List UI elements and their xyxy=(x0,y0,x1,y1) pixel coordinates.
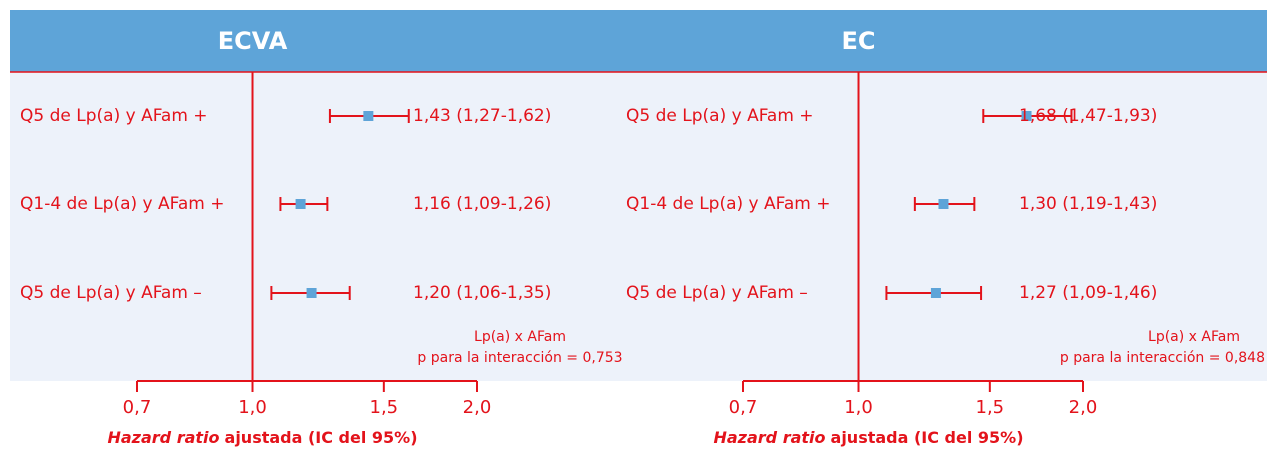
panel-title: ECVA xyxy=(218,27,288,55)
x-tick-label: 1,5 xyxy=(976,397,1005,418)
x-axis-title: Hazard ratio ajustada (IC del 95%) xyxy=(107,428,417,447)
x-tick-label: 2,0 xyxy=(463,397,492,418)
x-axis-title-emphasis: Hazard ratio xyxy=(107,428,219,447)
point-estimate xyxy=(1021,111,1032,121)
x-tick-label: 2,0 xyxy=(1069,397,1098,418)
value-label: 1,27 (1,09-1,46) xyxy=(1019,283,1157,303)
value-label: 1,20 (1,06-1,35) xyxy=(413,283,551,303)
point-estimate xyxy=(930,288,941,298)
value-label: 1,30 (1,19-1,43) xyxy=(1019,194,1157,214)
x-tick-label: 1,0 xyxy=(238,397,267,418)
row-label: Q5 de Lp(a) y AFam – xyxy=(20,283,202,303)
point-estimate xyxy=(363,111,374,121)
interaction-note: Lp(a) x AFam xyxy=(474,329,566,345)
x-tick-label: 0,7 xyxy=(123,397,152,418)
value-label: 1,43 (1,27-1,62) xyxy=(413,106,551,126)
value-label: 1,68 (1,47-1,93) xyxy=(1019,106,1157,126)
row-label: Q1-4 de Lp(a) y AFam + xyxy=(626,194,831,214)
x-tick-label: 1,5 xyxy=(370,397,399,418)
row-label: Q5 de Lp(a) y AFam + xyxy=(626,106,814,126)
interaction-note: p para la interacción = 0,753 xyxy=(417,350,622,366)
plot-background xyxy=(10,72,1267,381)
interaction-note: p para la interacción = 0,848 xyxy=(1060,350,1265,366)
x-axis-title-emphasis: Hazard ratio xyxy=(713,428,825,447)
x-tick-label: 0,7 xyxy=(729,397,758,418)
row-label: Q1-4 de Lp(a) y AFam + xyxy=(20,194,225,214)
header-band xyxy=(10,10,1267,72)
row-label: Q5 de Lp(a) y AFam + xyxy=(20,106,208,126)
point-estimate xyxy=(306,288,317,298)
x-axis-title: Hazard ratio ajustada (IC del 95%) xyxy=(713,428,1023,447)
row-label: Q5 de Lp(a) y AFam – xyxy=(626,283,808,303)
x-axis-title-rest: ajustada (IC del 95%) xyxy=(225,428,418,447)
point-estimate xyxy=(938,199,949,209)
point-estimate xyxy=(295,199,306,209)
value-label: 1,16 (1,09-1,26) xyxy=(413,194,551,214)
x-tick-label: 1,0 xyxy=(844,397,873,418)
interaction-note: Lp(a) x AFam xyxy=(1148,329,1240,345)
panel-title: EC xyxy=(842,27,876,55)
x-axis-title-rest: ajustada (IC del 95%) xyxy=(831,428,1024,447)
